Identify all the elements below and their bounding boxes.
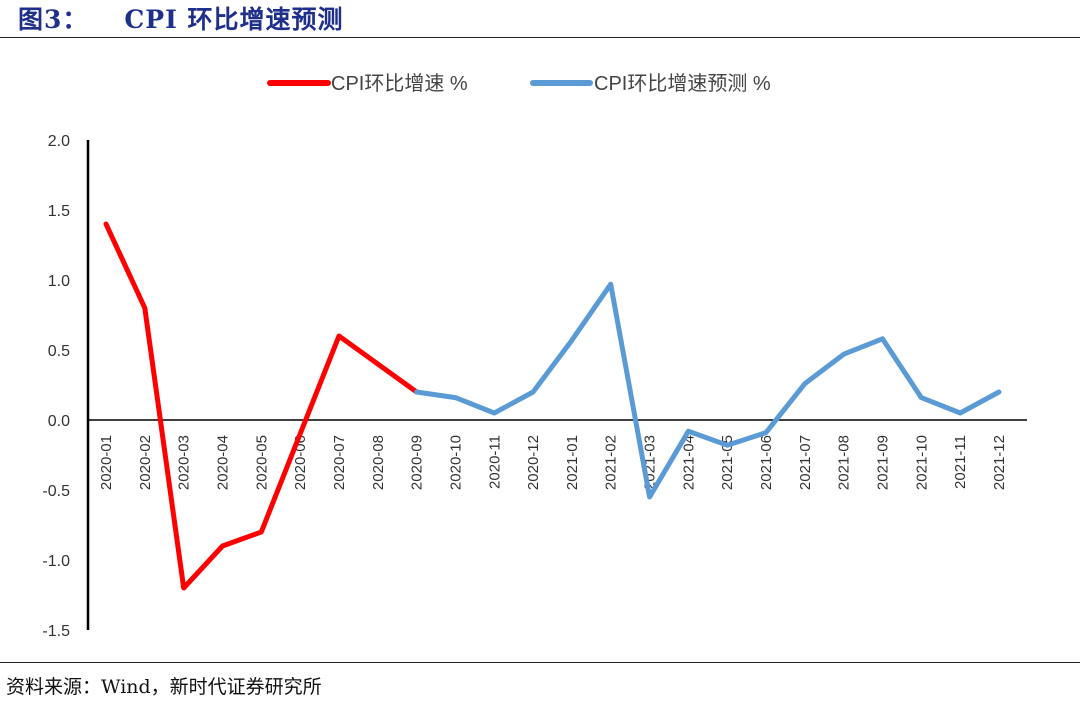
chart: CPI环比增速 % CPI环比增速预测 % 2.0 1.5 1.0 0.5 0.0 -0.5… [42,72,1027,640]
legend-label: CPI环比增速 % [331,72,468,95]
x-tick-label: 2021-02 [603,435,620,490]
x-tick-label: 2020-10 [447,435,464,490]
footer-rule [0,662,1080,663]
y-tick-label: 2.0 [48,133,70,150]
x-tick-label: 2020-01 [98,435,115,490]
x-tick-label: 2021-08 [836,435,853,490]
x-tick-label: 2020-12 [525,435,542,490]
y-tick-label: 0.0 [48,413,70,430]
y-tick-label: 1.5 [48,203,70,220]
legend-label: CPI环比增速预测 % [594,72,771,95]
x-tick-label: 2020-09 [409,435,426,490]
x-tick-label: 2021-01 [564,435,581,490]
x-tick-label: 2020-08 [370,435,387,490]
x-tick-label: 2020-02 [137,435,154,490]
x-tick-label: 2021-10 [913,435,930,490]
y-tick-label: 0.5 [48,343,70,360]
x-tick-label: 2021-12 [991,435,1008,490]
x-tick-label: 2021-04 [680,435,697,490]
x-tick-label: 2021-07 [797,435,814,490]
axes [86,140,1027,630]
series-line-forecast [414,281,1002,500]
x-tick-label: 2021-05 [719,435,736,490]
x-axis-ticks: 2020-01 2020-02 2020-03 2020-04 2020-05 2020-… [98,435,1008,490]
y-tick-label: -1.0 [42,553,70,570]
x-tick-label: 2020-11 [486,435,503,489]
figure-label: 图3： [18,5,89,34]
x-tick-label: 2021-06 [758,435,775,490]
figure-title-text: CPI 环比增速预测 [124,5,344,34]
figure-title: 图3： CPI 环比增速预测 [18,0,344,36]
x-tick-label: 2020-07 [331,435,348,490]
x-tick-label: 2021-09 [875,435,892,490]
y-tick-label: -1.5 [42,623,70,640]
y-axis-ticks: 2.0 1.5 1.0 0.5 0.0 -0.5 -1.0 -1.5 [42,133,70,640]
series-lines [103,221,1002,591]
series-line-actual [103,221,420,591]
x-tick-label: 2020-03 [176,435,193,490]
y-tick-label: -0.5 [42,483,70,500]
x-tick-label: 2020-05 [253,435,270,490]
source-note: 资料来源：Wind，新时代证券研究所 [6,676,322,698]
legend: CPI环比增速 % CPI环比增速预测 % [267,72,771,95]
header-rule [0,37,1080,38]
y-tick-label: 1.0 [48,273,70,290]
x-tick-label: 2021-11 [952,435,969,489]
x-tick-label: 2020-04 [214,435,231,490]
